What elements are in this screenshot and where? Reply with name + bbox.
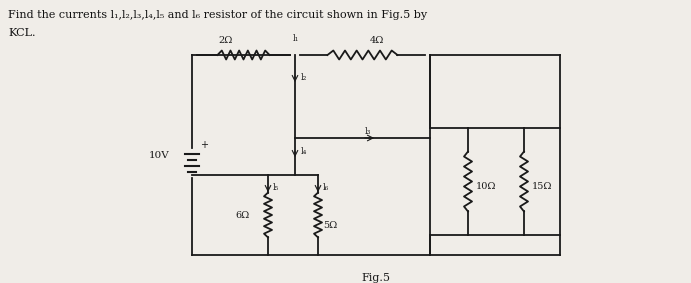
Text: 2Ω: 2Ω	[218, 36, 233, 45]
Text: l₄: l₄	[301, 147, 307, 156]
Text: Fig.5: Fig.5	[361, 273, 390, 283]
Text: l₁: l₁	[293, 34, 299, 43]
Text: l₆: l₆	[323, 183, 329, 192]
Text: KCL.: KCL.	[8, 28, 35, 38]
Text: 6Ω: 6Ω	[236, 211, 250, 220]
Text: 10Ω: 10Ω	[476, 182, 497, 191]
Text: l₂: l₂	[301, 73, 307, 82]
Text: l₃: l₃	[364, 127, 370, 136]
Text: 4Ω: 4Ω	[369, 36, 384, 45]
Text: +: +	[200, 140, 208, 150]
Text: Find the currents l₁,l₂,l₃,l₄,l₅ and l₆ resistor of the circuit shown in Fig.5 b: Find the currents l₁,l₂,l₃,l₄,l₅ and l₆ …	[8, 10, 427, 20]
Text: 15Ω: 15Ω	[532, 182, 553, 191]
Text: 5Ω: 5Ω	[323, 220, 337, 230]
Text: l₅: l₅	[273, 183, 279, 192]
Text: 10V: 10V	[149, 151, 170, 160]
